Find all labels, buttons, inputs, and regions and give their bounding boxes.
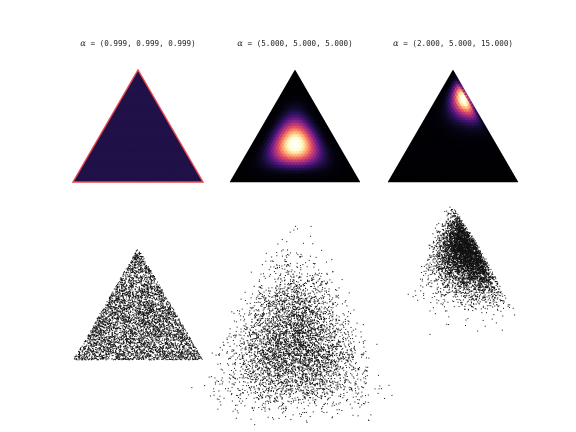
- sample-point: [181, 326, 183, 328]
- alpha-symbol: α: [80, 38, 86, 48]
- sample-point: [83, 341, 85, 343]
- sample-point: [134, 336, 136, 338]
- sample-point: [116, 324, 118, 326]
- sample-point: [172, 357, 174, 359]
- sample-point: [151, 303, 153, 305]
- sample-point: [111, 320, 113, 322]
- sample-point: [105, 358, 107, 360]
- density-heatmap-1: [71, 68, 205, 183]
- sample-point: [94, 325, 96, 327]
- sample-point: [162, 342, 164, 344]
- sample-point: [150, 284, 152, 286]
- alpha-symbol: α: [237, 38, 243, 48]
- panel-title-2: α = (5.000, 5.000, 5.000): [237, 38, 352, 48]
- sample-point: [147, 344, 149, 346]
- sample-point: [169, 353, 170, 355]
- sample-point: [125, 273, 127, 275]
- sample-point: [122, 327, 124, 329]
- panel-title-3: α = (2.000, 5.000, 15.000): [393, 38, 513, 48]
- alpha-values: = (0.999, 0.999, 0.999): [86, 39, 196, 48]
- panel-title-1: α = (0.999, 0.999, 0.999): [80, 38, 195, 48]
- sample-point: [92, 341, 94, 343]
- sample-point: [118, 309, 120, 311]
- alpha-values: = (2.000, 5.000, 15.000): [399, 39, 513, 48]
- sample-point: [135, 315, 137, 317]
- alpha-symbol: α: [393, 38, 399, 48]
- sample-point: [134, 312, 136, 314]
- sample-point: [163, 305, 165, 307]
- sample-point: [112, 293, 114, 295]
- alpha-values: = (5.000, 5.000, 5.000): [243, 39, 353, 48]
- sample-point: [128, 335, 130, 337]
- sample-point: [142, 330, 144, 332]
